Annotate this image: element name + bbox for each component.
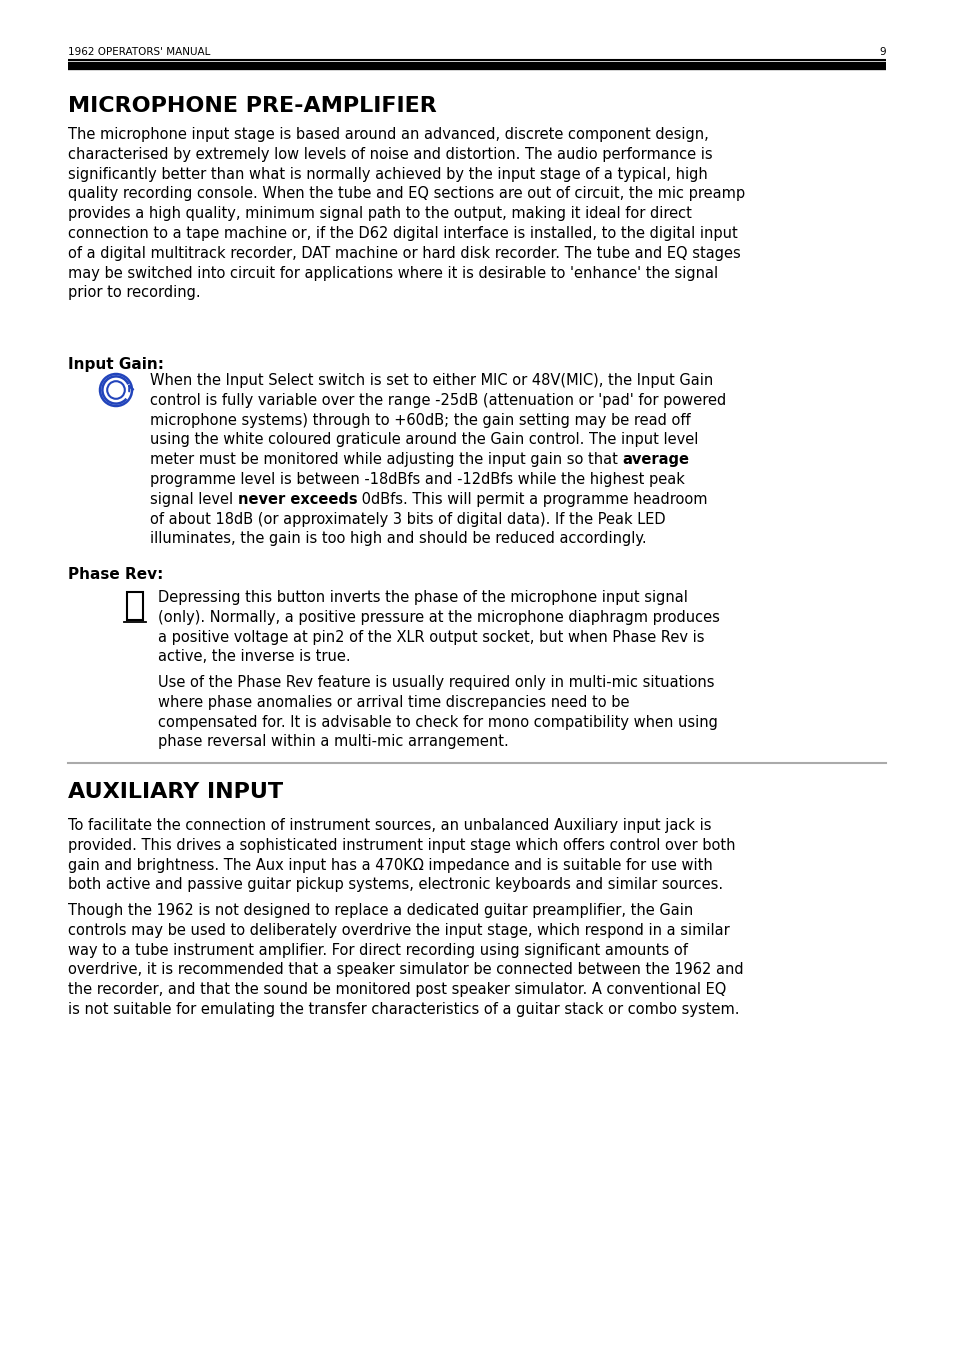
Text: illuminates, the gain is too high and should be reduced accordingly.: illuminates, the gain is too high and sh… [150, 531, 646, 546]
Text: a positive voltage at pin2 of the XLR output socket, but when Phase Rev is: a positive voltage at pin2 of the XLR ou… [158, 630, 703, 644]
Text: 9: 9 [879, 47, 885, 57]
Text: controls may be used to deliberately overdrive the input stage, which respond in: controls may be used to deliberately ove… [68, 923, 729, 938]
Text: of a digital multitrack recorder, DAT machine or hard disk recorder. The tube an: of a digital multitrack recorder, DAT ma… [68, 246, 740, 261]
Text: Phase Rev:: Phase Rev: [68, 567, 163, 582]
Text: AUXILIARY INPUT: AUXILIARY INPUT [68, 782, 283, 802]
Text: microphone systems) through to +60dB; the gain setting may be read off: microphone systems) through to +60dB; th… [150, 412, 690, 428]
Text: The microphone input stage is based around an advanced, discrete component desig: The microphone input stage is based arou… [68, 127, 708, 142]
Text: active, the inverse is true.: active, the inverse is true. [158, 650, 351, 665]
Text: provided. This drives a sophisticated instrument input stage which offers contro: provided. This drives a sophisticated in… [68, 838, 735, 852]
Text: way to a tube instrument amplifier. For direct recording using significant amoun: way to a tube instrument amplifier. For … [68, 943, 687, 958]
Text: using the white coloured graticule around the Gain control. The input level: using the white coloured graticule aroun… [150, 432, 698, 447]
Text: quality recording console. When the tube and EQ sections are out of circuit, the: quality recording console. When the tube… [68, 186, 744, 201]
Text: overdrive, it is recommended that a speaker simulator be connected between the 1: overdrive, it is recommended that a spea… [68, 962, 742, 977]
Text: of about 18dB (or approximately 3 bits of digital data). If the Peak LED: of about 18dB (or approximately 3 bits o… [150, 512, 665, 527]
Text: gain and brightness. The Aux input has a 470KΩ impedance and is suitable for use: gain and brightness. The Aux input has a… [68, 858, 712, 873]
Text: Use of the Phase Rev feature is usually required only in multi-mic situations: Use of the Phase Rev feature is usually … [158, 676, 714, 690]
Text: Depressing this button inverts the phase of the microphone input signal: Depressing this button inverts the phase… [158, 590, 687, 605]
Text: MICROPHONE PRE-AMPLIFIER: MICROPHONE PRE-AMPLIFIER [68, 96, 436, 116]
Text: programme level is between -18dBfs and -12dBfs while the highest peak: programme level is between -18dBfs and -… [150, 471, 684, 486]
Text: prior to recording.: prior to recording. [68, 285, 200, 300]
Text: control is fully variable over the range -25dB (attenuation or 'pad' for powered: control is fully variable over the range… [150, 393, 725, 408]
Text: is not suitable for emulating the transfer characteristics of a guitar stack or : is not suitable for emulating the transf… [68, 1002, 739, 1017]
Text: To facilitate the connection of instrument sources, an unbalanced Auxiliary inpu: To facilitate the connection of instrume… [68, 817, 711, 834]
Text: (only). Normally, a positive pressure at the microphone diaphragm produces: (only). Normally, a positive pressure at… [158, 609, 720, 624]
Text: Though the 1962 is not designed to replace a dedicated guitar preamplifier, the : Though the 1962 is not designed to repla… [68, 902, 693, 917]
Text: never exceeds: never exceeds [237, 492, 357, 507]
Text: signal level: signal level [150, 492, 237, 507]
Text: may be switched into circuit for applications where it is desirable to 'enhance': may be switched into circuit for applica… [68, 266, 718, 281]
Text: both active and passive guitar pickup systems, electronic keyboards and similar : both active and passive guitar pickup sy… [68, 877, 722, 893]
Text: 1962 OPERATORS' MANUAL: 1962 OPERATORS' MANUAL [68, 47, 211, 57]
Text: compensated for. It is advisable to check for mono compatibility when using: compensated for. It is advisable to chec… [158, 715, 717, 730]
Text: average: average [622, 453, 689, 467]
Bar [127, 592, 143, 620]
Text: connection to a tape machine or, if the D62 digital interface is installed, to t: connection to a tape machine or, if the … [68, 226, 737, 240]
Text: When the Input Select switch is set to either MIC or 48V(MIC), the Input Gain: When the Input Select switch is set to e… [150, 373, 713, 388]
Text: Input Gain:: Input Gain: [68, 357, 164, 372]
Text: where phase anomalies or arrival time discrepancies need to be: where phase anomalies or arrival time di… [158, 694, 629, 709]
Text: phase reversal within a multi-mic arrangement.: phase reversal within a multi-mic arrang… [158, 735, 508, 750]
Text: significantly better than what is normally achieved by the input stage of a typi: significantly better than what is normal… [68, 166, 707, 181]
Text: provides a high quality, minimum signal path to the output, making it ideal for : provides a high quality, minimum signal … [68, 207, 691, 222]
Text: meter must be monitored while adjusting the input gain so that: meter must be monitored while adjusting … [150, 453, 622, 467]
Text: the recorder, and that the sound be monitored post speaker simulator. A conventi: the recorder, and that the sound be moni… [68, 982, 725, 997]
Text: 0dBfs. This will permit a programme headroom: 0dBfs. This will permit a programme head… [357, 492, 707, 507]
Text: characterised by extremely low levels of noise and distortion. The audio perform: characterised by extremely low levels of… [68, 147, 712, 162]
